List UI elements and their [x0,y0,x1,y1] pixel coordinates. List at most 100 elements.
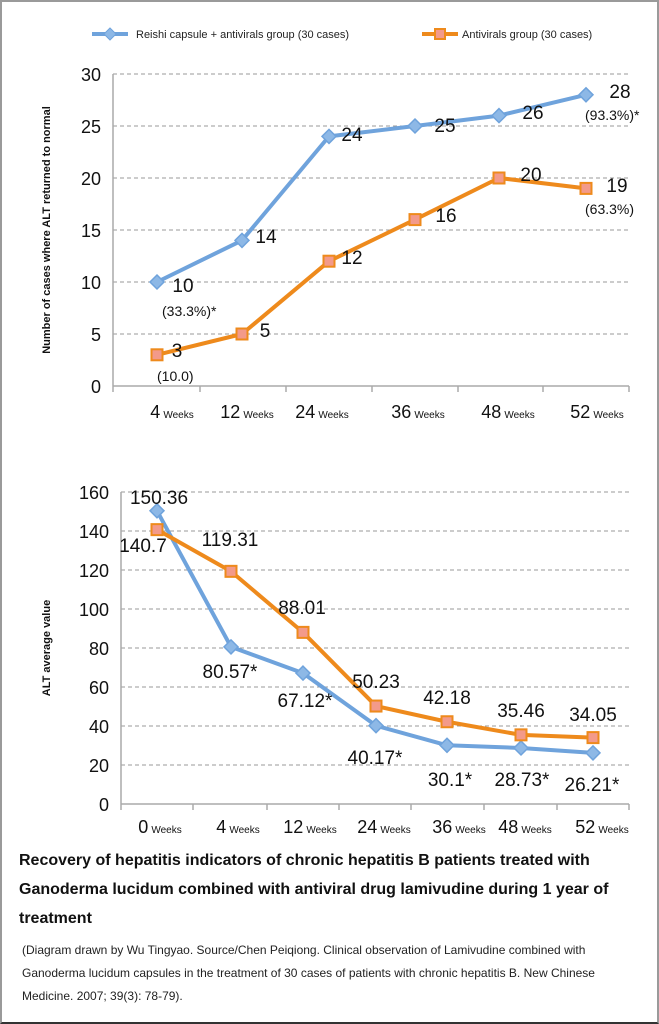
x-tick-unit: Weeks [455,825,485,836]
data-point-square [150,348,164,362]
x-tick-unit: Weeks [598,825,628,836]
data-annotation: (63.3%) [585,201,634,217]
data-point-diamond [367,717,385,734]
x-tick-label: 12 Weeks [283,817,336,837]
data-point-diamond [320,128,338,145]
data-label: 10 [172,276,193,297]
y-tick-label: 120 [79,561,109,581]
x-tick-label: 12 Weeks [220,402,273,422]
y-tick-label: 20 [89,756,109,776]
data-label: 35.46 [497,701,545,722]
data-point-square [408,213,422,227]
data-point-diamond [148,273,166,291]
data-label: 14 [255,227,277,248]
data-point-diamond [584,744,602,761]
chart-2 [120,491,630,810]
x-tick-number: 52 [575,817,595,837]
data-point-square [514,728,528,742]
figure-source: (Diagram drawn by Wu Tingyao. Source/Che… [22,943,595,1003]
y-tick-label: 0 [99,795,109,815]
data-label: 28.73* [495,770,551,791]
data-annotation: (93.3%)* [585,107,640,123]
x-tick-label: 4 Weeks [150,402,193,422]
x-tick-label: 24 Weeks [295,402,348,422]
x-tick-unit: Weeks [306,825,336,836]
legend-marker-square [434,28,446,40]
data-label: 150.36 [130,488,188,509]
data-label: 20 [520,165,541,186]
chart-1 [92,27,630,392]
legend-label: Reishi capsule + antivirals group (30 ca… [136,29,349,41]
x-tick-number: 24 [357,817,377,837]
data-point-diamond [233,232,251,249]
x-tick-label: 0 Weeks [138,817,181,837]
data-label: 24 [341,125,363,146]
y-tick-label: 15 [81,221,101,241]
x-tick-unit: Weeks [163,410,193,421]
x-tick-number: 4 [216,817,226,837]
data-point-square [235,327,249,341]
data-label: 16 [435,206,456,227]
x-tick-unit: Weeks [318,410,348,421]
data-label: 50.23 [352,672,400,693]
data-point-square [322,254,336,268]
x-tick-unit: Weeks [504,410,534,421]
figure-caption: Recovery of hepatitis indicators of chro… [19,852,609,927]
x-tick-number: 36 [432,817,452,837]
y-tick-label: 160 [79,483,109,503]
x-tick-unit: Weeks [521,825,551,836]
data-point-diamond [490,107,508,124]
data-label: 28 [609,82,630,103]
data-point-diamond [222,638,240,655]
caption-block: Recovery of hepatitis indicators of chro… [19,846,644,1008]
x-tick-label: 36 Weeks [391,402,444,422]
data-label: 26 [522,103,543,124]
series-line-antivirals [156,176,587,357]
x-tick-label: 48 Weeks [498,817,551,837]
x-tick-number: 48 [481,402,501,422]
data-label: 88.01 [278,598,326,619]
y-tick-label: 30 [81,65,101,85]
data-point-square [150,523,164,537]
x-tick-number: 4 [150,402,160,422]
y-tick-label: 140 [79,522,109,542]
data-label: 25 [434,116,455,137]
x-tick-label: 52 Weeks [575,817,628,837]
data-label: 5 [260,321,271,342]
x-tick-number: 24 [295,402,315,422]
data-point-square [579,181,593,195]
y-tick-label: 60 [89,678,109,698]
data-annotation: (10.0) [157,368,194,384]
data-point-square [492,171,506,185]
data-label: 30.1* [428,770,473,791]
x-tick-number: 52 [570,402,590,422]
legend [92,27,458,41]
x-tick-unit: Weeks [414,410,444,421]
data-point-diamond [512,739,530,757]
data-label: 119.31 [202,530,259,551]
y-axis-title: Number of cases where ALT returned to no… [41,106,53,354]
data-label: 12 [341,248,362,269]
data-label: 3 [172,341,183,362]
legend-label: Antivirals group (30 cases) [462,29,592,41]
series-line-reishi [156,92,587,284]
x-tick-unit: Weeks [593,410,623,421]
x-tick-label: 4 Weeks [216,817,259,837]
x-tick-number: 12 [283,817,303,837]
x-tick-unit: Weeks [380,825,410,836]
y-tick-label: 80 [89,639,109,659]
y-tick-label: 10 [81,273,101,293]
x-tick-number: 12 [220,402,240,422]
x-tick-label: 52 Weeks [570,402,623,422]
data-label: 140.7 [119,536,167,557]
data-label: 34.05 [569,705,617,726]
data-point-square [586,731,600,745]
x-tick-label: 24 Weeks [357,817,410,837]
x-tick-unit: Weeks [229,825,259,836]
data-label: 80.57* [203,662,259,683]
data-annotation: (33.3%)* [162,303,217,319]
data-point-diamond [148,502,166,519]
y-tick-label: 25 [81,117,101,137]
x-tick-label: 36 Weeks [432,817,485,837]
